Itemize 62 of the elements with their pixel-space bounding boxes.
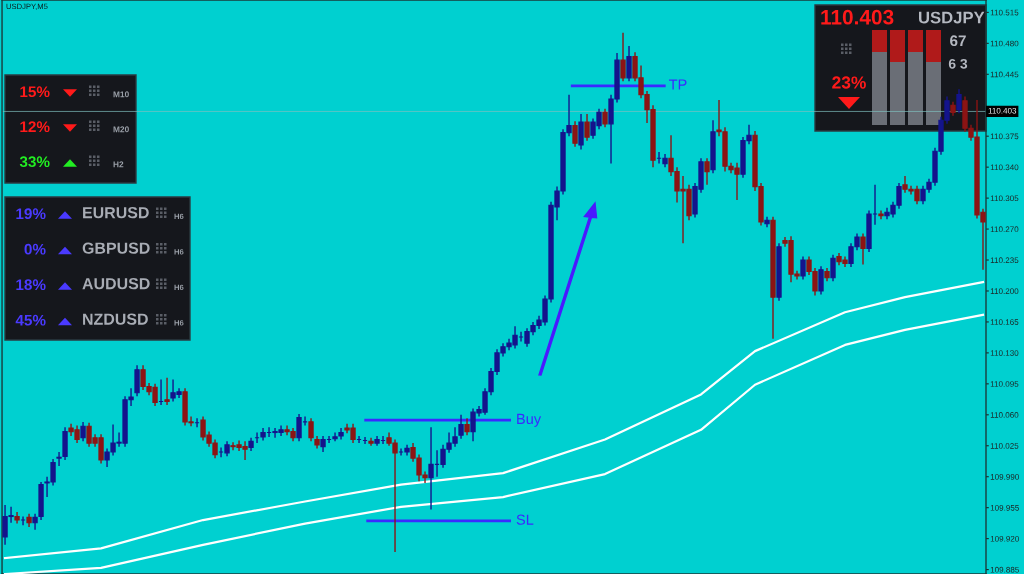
candlestick [830,254,836,282]
y-tick-label: 109.955 [990,504,1019,511]
y-tick-label: 110.480 [990,40,1019,47]
candlestick [308,417,314,443]
y-tick-label: 110.445 [990,71,1019,78]
candlestick [164,376,170,406]
annotation: 33% [19,156,50,168]
candlestick [620,32,626,83]
y-tick-label: 110.515 [990,9,1019,16]
annotation: NZDUSD [83,313,148,325]
candlestick [878,209,884,221]
y-tick-label: 110.025 [990,443,1019,449]
annotation: 18% [16,279,46,291]
y-tick-label: 109.920 [990,535,1019,542]
annotation: 6 3 [948,58,968,69]
candlestick [572,120,578,148]
annotation: GBPUSD [82,242,150,254]
annotation: 67 [950,35,966,47]
y-tick-label: 110.200 [990,288,1019,294]
candlestick [458,414,464,440]
annotation: 110.403 [821,9,894,25]
y-tick-label: 110.375 [990,133,1019,140]
candlestick [134,364,140,397]
ref-line-label: 110.403 [988,107,1017,114]
candlestick [80,421,86,443]
candlestick [626,45,632,83]
candlestick [800,255,806,281]
candlestick [56,451,62,467]
candlestick [32,513,38,531]
annotation: 19% [16,208,46,220]
annotation: EURUSD [83,206,149,219]
annotation: 45% [15,314,46,326]
annotation: USDJPY [919,11,985,24]
annotation: AUDUSD [82,277,150,290]
annotation: 23% [832,76,866,89]
y-tick-label: 110.060 [990,412,1019,418]
y-tick-label: 110.235 [990,257,1019,264]
y-tick-label: 110.270 [990,226,1019,233]
annotation: 15% [20,86,50,98]
annotation: M10 [113,91,129,98]
candlestick [818,265,824,296]
annotation: 0% [24,243,46,255]
ref-line-label: TP [668,79,687,90]
candlestick [584,113,590,142]
candlestick [860,232,866,266]
ref-line-label: Buy [517,413,542,427]
candlestick [368,437,374,447]
ref-line-label: SL [516,514,534,525]
y-tick-label: 109.885 [990,566,1019,573]
candlestick [602,108,608,129]
y-tick-label: 110.340 [990,164,1019,171]
y-tick-label: 110.095 [990,381,1019,387]
candlestick [578,113,584,151]
annotation: M20 [113,126,129,133]
candlestick [956,88,962,114]
candlestick [704,157,710,186]
annotation: H2 [113,161,124,168]
y-tick-label: 110.305 [990,195,1019,202]
y-tick-label: 109.990 [990,474,1019,480]
y-tick-label: 110.165 [990,319,1019,325]
y-tick-label: 110.130 [990,350,1019,356]
annotation: 12% [20,121,50,133]
